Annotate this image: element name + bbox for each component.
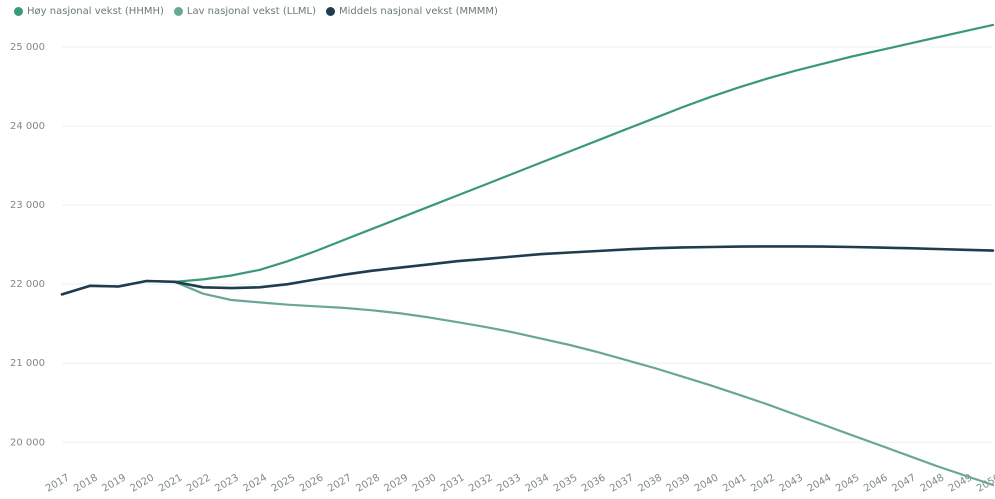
x-tick-label: 2044 [806, 472, 834, 494]
x-tick-label: 2020 [129, 472, 157, 494]
x-tick-label: 2048 [919, 472, 947, 494]
x-tick-label: 2023 [213, 472, 241, 494]
x-tick-label: 2041 [721, 472, 749, 494]
x-tick-label: 2027 [326, 472, 354, 494]
x-tick-label: 2036 [580, 472, 608, 494]
x-tick-label: 2045 [834, 472, 862, 494]
legend-item-mmmm[interactable]: Middels nasjonal vekst (MMMM) [326, 6, 498, 17]
x-tick-label: 2042 [749, 472, 777, 494]
series-line-llml[interactable] [60, 279, 995, 487]
legend-dot-hhmh [14, 7, 23, 16]
x-tick-label: 2017 [44, 472, 72, 494]
y-tick-label: 22 000 [10, 279, 45, 290]
y-tick-label: 20 000 [10, 437, 45, 448]
x-tick-label: 2046 [862, 472, 890, 494]
x-tick-label: 2034 [524, 472, 552, 494]
x-tick-label: 2022 [185, 472, 213, 494]
legend-label-mmmm: Middels nasjonal vekst (MMMM) [339, 6, 498, 17]
y-tick-label: 24 000 [10, 121, 45, 132]
series-line-hhmh[interactable] [60, 23, 995, 296]
x-tick-label: 2039 [665, 472, 693, 494]
y-tick-label: 23 000 [10, 200, 45, 211]
y-tick-label: 21 000 [10, 358, 45, 369]
x-tick-label: 2035 [552, 472, 580, 494]
x-tick-label: 2031 [439, 472, 467, 494]
legend-label-hhmh: Høy nasjonal vekst (HHMH) [27, 6, 164, 17]
legend-dot-mmmm [326, 7, 335, 16]
series-line-mmmm[interactable] [60, 245, 995, 296]
x-tick-label: 2019 [100, 472, 128, 494]
x-tick-label: 2033 [495, 472, 523, 494]
x-tick-label: 2026 [298, 472, 326, 494]
x-tick-label: 2024 [241, 472, 269, 494]
x-tick-label: 2047 [890, 472, 918, 494]
x-tick-label: 2037 [608, 472, 636, 494]
legend-item-llml[interactable]: Lav nasjonal vekst (LLML) [173, 6, 316, 17]
x-tick-label: 2050 [975, 472, 995, 494]
x-tick-label: 2021 [157, 472, 185, 494]
y-tick-label: 25 000 [10, 42, 45, 53]
x-tick-label: 2040 [693, 472, 721, 494]
x-tick-label: 2030 [411, 472, 439, 494]
x-tick-label: 2018 [72, 472, 100, 494]
x-tick-label: 2029 [383, 472, 411, 494]
x-tick-label: 2043 [778, 472, 806, 494]
legend: Høy nasjonal vekst (HHMH) Lav nasjonal v… [14, 6, 498, 17]
x-tick-label: 2032 [467, 472, 495, 494]
legend-item-hhmh[interactable]: Høy nasjonal vekst (HHMH) [14, 6, 164, 17]
legend-dot-llml [173, 7, 183, 16]
x-tick-label: 2028 [354, 472, 382, 494]
x-tick-label: 2038 [636, 472, 664, 494]
x-tick-label: 2025 [270, 472, 298, 494]
legend-label-llml: Lav nasjonal vekst (LLML) [186, 6, 316, 17]
x-tick-label: 2049 [947, 472, 975, 494]
